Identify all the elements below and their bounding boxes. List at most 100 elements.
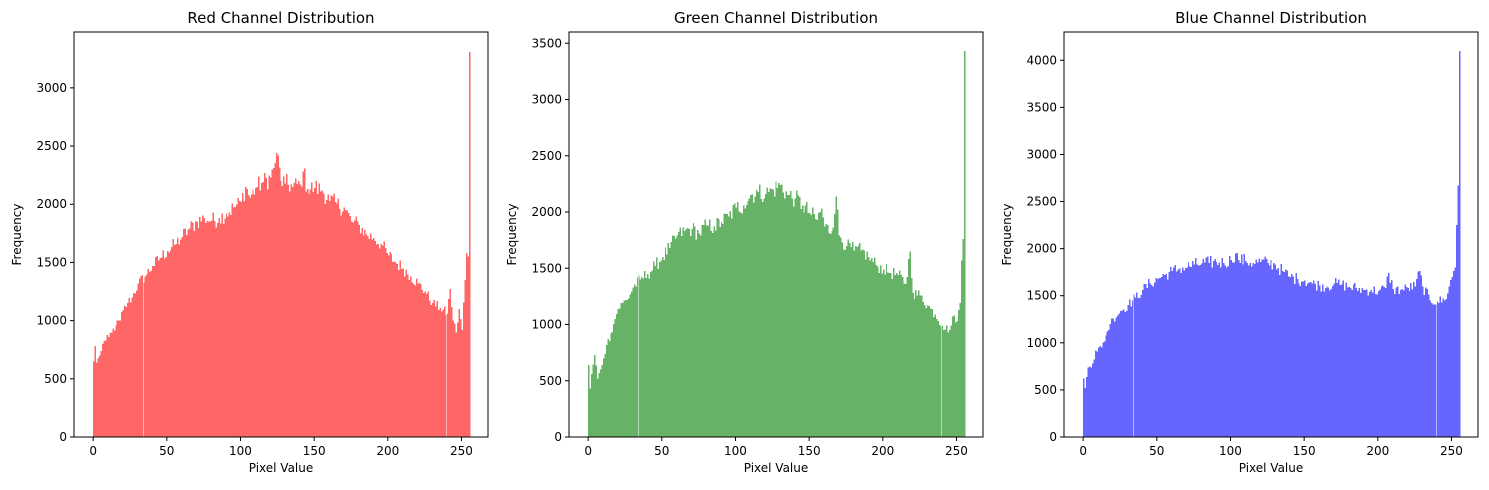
bar bbox=[370, 233, 372, 437]
bar bbox=[891, 279, 894, 437]
bar bbox=[1102, 342, 1104, 437]
bar bbox=[716, 217, 718, 437]
bar bbox=[1292, 276, 1294, 437]
bar bbox=[358, 225, 360, 437]
bar bbox=[224, 218, 226, 437]
bar bbox=[297, 181, 300, 437]
bar bbox=[1339, 285, 1341, 437]
bar bbox=[884, 274, 886, 437]
bar bbox=[1429, 300, 1431, 437]
bar bbox=[429, 300, 431, 437]
bar bbox=[1374, 293, 1377, 437]
chart-title: Blue Channel Distribution bbox=[1175, 9, 1367, 27]
bar bbox=[778, 183, 780, 437]
y-tick-label: 500 bbox=[1034, 383, 1057, 397]
bar bbox=[348, 212, 350, 437]
bar bbox=[801, 205, 804, 437]
bar bbox=[616, 314, 618, 437]
histogram-panel-1: 0 50 100 150 200 250050010001500200025003000R… bbox=[10, 9, 489, 475]
bar bbox=[1338, 279, 1340, 437]
bar bbox=[1311, 283, 1313, 437]
x-tick-label: 0 bbox=[584, 444, 592, 458]
bar bbox=[155, 256, 157, 437]
bar bbox=[1111, 318, 1113, 437]
bar bbox=[922, 301, 925, 437]
bar bbox=[250, 194, 253, 437]
bar bbox=[719, 226, 721, 437]
bar bbox=[760, 198, 762, 437]
bar bbox=[306, 189, 309, 437]
bar bbox=[1435, 304, 1437, 437]
bar bbox=[1261, 259, 1263, 437]
y-axis-label: Frequency bbox=[10, 204, 24, 266]
bar bbox=[781, 184, 783, 437]
bar bbox=[272, 168, 275, 437]
bar bbox=[591, 374, 593, 437]
bar bbox=[1180, 273, 1182, 437]
bar bbox=[1212, 260, 1215, 437]
bar bbox=[1404, 284, 1406, 437]
bar bbox=[1096, 351, 1098, 437]
bar bbox=[115, 325, 117, 437]
bar bbox=[1305, 286, 1308, 437]
bar bbox=[753, 202, 755, 437]
bar bbox=[184, 228, 186, 437]
y-tick-label: 1500 bbox=[1026, 289, 1057, 303]
y-tick-label: 1000 bbox=[36, 314, 67, 328]
bar bbox=[792, 206, 795, 437]
bar bbox=[119, 320, 122, 437]
bar bbox=[246, 189, 248, 437]
bar bbox=[1351, 289, 1353, 437]
bar bbox=[1233, 262, 1235, 437]
bar bbox=[368, 238, 371, 437]
bar bbox=[202, 215, 204, 437]
bar bbox=[754, 196, 757, 437]
bar bbox=[393, 261, 396, 437]
bar bbox=[588, 365, 590, 437]
bar bbox=[432, 303, 434, 437]
bar bbox=[663, 259, 665, 437]
bar bbox=[1257, 262, 1259, 437]
bar bbox=[711, 232, 714, 437]
bar bbox=[910, 278, 913, 437]
bar bbox=[1394, 293, 1396, 437]
bar bbox=[949, 330, 951, 438]
bar bbox=[449, 289, 452, 437]
bar bbox=[261, 182, 263, 437]
bar bbox=[1366, 289, 1368, 437]
bar bbox=[269, 177, 272, 437]
bar bbox=[367, 236, 369, 437]
bar bbox=[680, 236, 683, 437]
bar bbox=[1146, 287, 1148, 437]
bar bbox=[1239, 262, 1241, 437]
bar bbox=[779, 185, 782, 437]
bar bbox=[1242, 264, 1244, 437]
bar bbox=[175, 243, 178, 437]
bar bbox=[1122, 309, 1125, 437]
y-tick-label: 3000 bbox=[531, 93, 562, 107]
bar bbox=[1355, 288, 1358, 437]
bar bbox=[1377, 291, 1380, 437]
bar bbox=[1450, 279, 1452, 437]
bar bbox=[1301, 281, 1303, 437]
bar bbox=[146, 274, 148, 437]
bar bbox=[688, 228, 690, 437]
bar bbox=[703, 224, 705, 437]
bar bbox=[314, 187, 316, 437]
bar bbox=[1287, 276, 1290, 437]
bar bbox=[104, 340, 107, 437]
bar bbox=[165, 257, 167, 437]
bar bbox=[361, 227, 363, 437]
bar bbox=[342, 211, 344, 437]
bar bbox=[1419, 271, 1421, 437]
bar bbox=[334, 201, 337, 437]
bar bbox=[1142, 290, 1144, 437]
bar bbox=[815, 218, 817, 437]
bar bbox=[1345, 282, 1347, 437]
bar bbox=[286, 173, 288, 437]
bar bbox=[641, 276, 643, 437]
bar bbox=[1317, 280, 1319, 437]
bar bbox=[1220, 267, 1222, 437]
bar bbox=[134, 293, 136, 437]
bar bbox=[679, 227, 681, 437]
